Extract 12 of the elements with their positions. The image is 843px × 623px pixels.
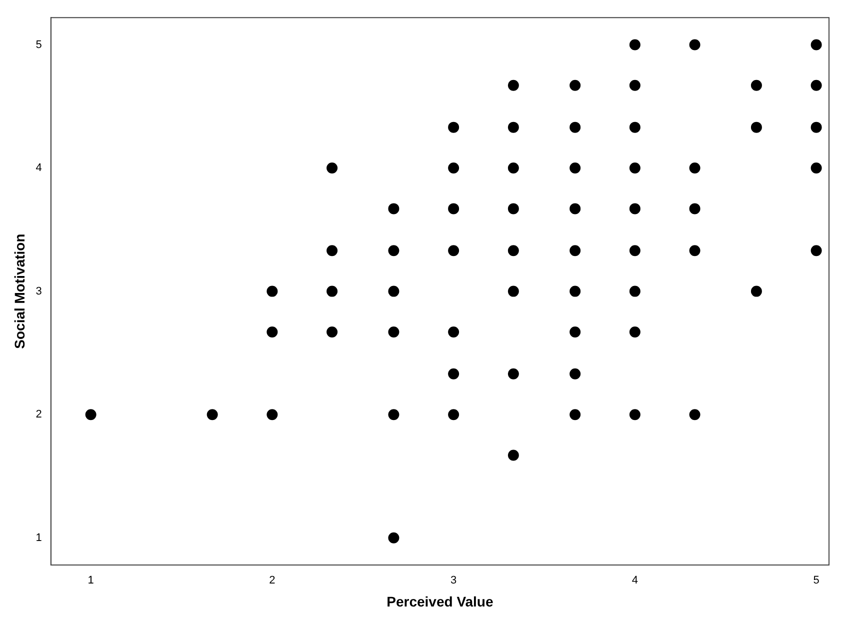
y-tick-label: 1 — [36, 532, 42, 544]
x-tick-label: 2 — [269, 574, 276, 587]
y-tick-label: 5 — [36, 38, 42, 51]
x-tick-label: 3 — [450, 574, 457, 587]
x-tick-label: 1 — [88, 574, 94, 587]
y-tick-label: 4 — [36, 162, 42, 174]
y-axis-title: Social Motivation — [11, 234, 28, 349]
x-axis-title: Perceived Value — [386, 593, 494, 610]
x-tick-label: 4 — [632, 574, 638, 587]
y-tick-label: 3 — [36, 285, 42, 298]
y-tick-label: 2 — [36, 408, 42, 421]
x-tick-label: 5 — [813, 574, 820, 587]
